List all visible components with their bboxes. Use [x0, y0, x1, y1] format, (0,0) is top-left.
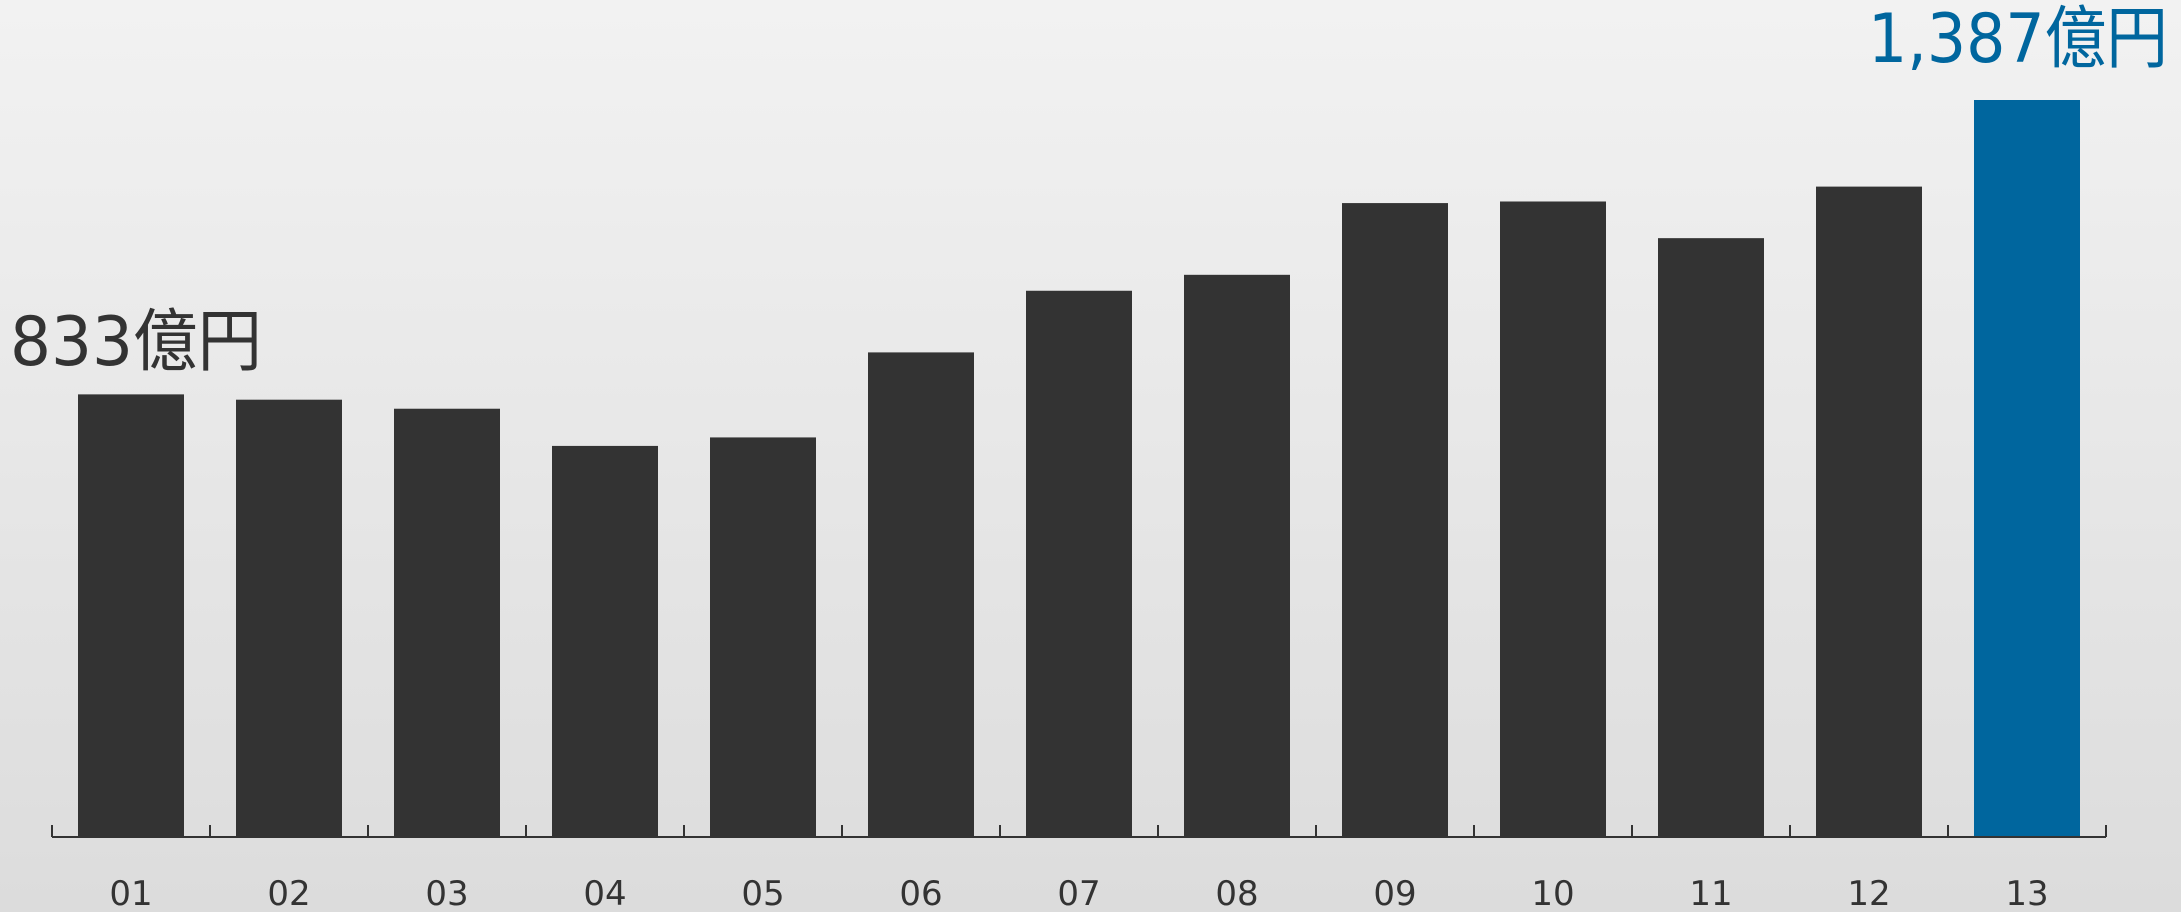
bar-04: [552, 445, 658, 837]
bar-12: [1816, 186, 1922, 837]
bar-05: [710, 437, 816, 837]
bar-01: [78, 394, 184, 837]
x-tick-label-06: 06: [899, 874, 942, 912]
bar-11: [1658, 238, 1764, 837]
x-tick-label-01: 01: [109, 874, 152, 912]
x-tick-label-12: 12: [1847, 874, 1890, 912]
x-tick-label-03: 03: [425, 874, 468, 912]
x-tick-label-07: 07: [1057, 874, 1100, 912]
annotations: 833億円 1,387億円: [10, 0, 2168, 382]
bar-09: [1342, 203, 1448, 837]
bar-03: [394, 408, 500, 837]
bar-07: [1026, 290, 1132, 838]
bar-10: [1500, 201, 1606, 838]
bar-02: [236, 399, 342, 837]
x-tick-label-02: 02: [267, 874, 310, 912]
tick-labels: 01 02 03 04 05 06 07 08 09 10 11 12 13: [109, 874, 2048, 912]
x-tick-label-08: 08: [1215, 874, 1258, 912]
x-tick-label-04: 04: [583, 874, 626, 912]
bar-06: [868, 352, 974, 837]
x-tick-label-05: 05: [741, 874, 784, 912]
bars-layer: [78, 100, 2080, 838]
x-axis: [51, 825, 2107, 838]
x-tick-label-09: 09: [1373, 874, 1416, 912]
data-label-01: 833億円: [10, 303, 262, 382]
bar-13: [1974, 100, 2080, 837]
x-tick-label-11: 11: [1689, 874, 1732, 912]
x-tick-label-10: 10: [1531, 874, 1574, 912]
data-label-13: 1,387億円: [1868, 0, 2168, 79]
bar-08: [1184, 274, 1290, 837]
x-tick-label-13: 13: [2005, 874, 2048, 912]
